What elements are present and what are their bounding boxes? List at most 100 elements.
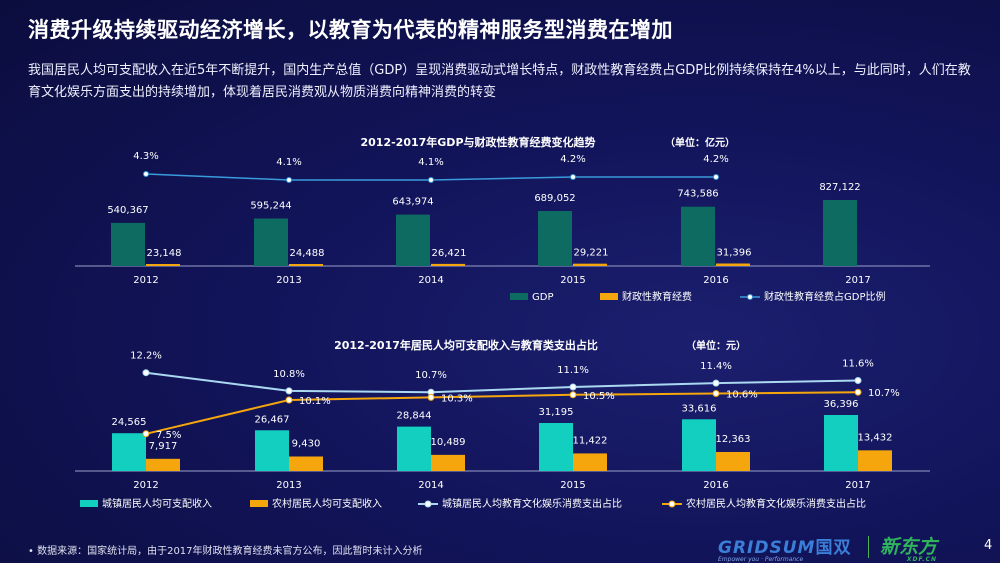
chart1-category-label: 2016: [703, 275, 728, 286]
chart1-category-label: 2014: [418, 275, 443, 286]
ratio-point: [286, 177, 292, 183]
rural-ratio-point: [712, 390, 720, 397]
legend-urban-label: 城镇居民人均可支配收入: [102, 497, 212, 510]
legend-rural-ratio-marker: [668, 500, 676, 508]
gdp-bar-label: 540,367: [107, 205, 148, 216]
gdp-bar: [254, 218, 288, 266]
urban-ratio-point: [285, 387, 293, 395]
ratio-point: [143, 171, 149, 177]
urban-ratio-label: 11.6%: [842, 359, 874, 370]
chart1-category-label: 2012: [133, 275, 158, 286]
gdp-bar: [111, 222, 145, 266]
source-footnote: • 数据来源：国家统计局，由于2017年财政性教育经费未官方公布，因此暂时未计入…: [28, 546, 423, 557]
chart1-category-label: 2017: [845, 275, 870, 286]
gdp-bar-label: 643,974: [392, 197, 433, 208]
urban-income-label: 24,565: [112, 417, 147, 428]
rural-ratio-line: [145, 391, 859, 435]
urban-income-label: 31,195: [539, 407, 574, 418]
legend-rural-label: 农村居民人均可支配收入: [272, 497, 382, 510]
chart1-unit: （单位：亿元）: [665, 136, 735, 149]
urban-income-label: 33,616: [682, 403, 717, 414]
rural-income-bar: [716, 451, 750, 471]
rural-income-bar: [858, 450, 892, 471]
edu-spend-bar-label: 29,221: [574, 248, 609, 259]
ratio-point: [713, 174, 719, 180]
urban-ratio-point: [142, 369, 150, 377]
intro-paragraph: 我国居民人均可支配收入在近5年不断提升，国内生产总值（GDP）呈现消费驱动式增长…: [28, 63, 971, 100]
urban-ratio-label: 12.2%: [130, 351, 162, 362]
urban-income-label: 36,396: [824, 399, 859, 410]
gdp-bar: [396, 214, 430, 266]
urban-ratio-line: [145, 371, 859, 394]
chart2-unit: （单位：元）: [686, 339, 746, 352]
edu-spend-bar: [289, 264, 323, 266]
rural-income-bar: [573, 453, 607, 471]
urban-income-label: 28,844: [397, 411, 432, 422]
rural-income-label: 9,430: [292, 438, 321, 449]
ratio-label: 4.2%: [703, 154, 728, 165]
chart2-category-label: 2017: [845, 480, 870, 491]
edu-spend-bar: [573, 263, 607, 266]
legend-gdp-label: GDP: [532, 292, 553, 303]
ratio-label: 4.1%: [418, 157, 443, 168]
gdp-bar-label: 743,586: [677, 189, 718, 200]
chart2-category-label: 2015: [560, 480, 585, 491]
gridsum-brand: GRIDSUM: [718, 538, 816, 558]
gdp-bar-label: 689,052: [534, 193, 575, 204]
rural-ratio-point: [569, 391, 577, 399]
legend-rural-swatch: [250, 500, 268, 507]
xdf-sub: XDF.CN: [906, 556, 938, 563]
legend-ratio-marker: [747, 294, 753, 300]
rural-ratio-point: [285, 396, 293, 404]
ratio-point: [570, 174, 576, 180]
rural-ratio-label: 10.1%: [299, 396, 331, 407]
rural-ratio-point: [854, 388, 862, 396]
urban-ratio-label: 11.4%: [700, 361, 732, 372]
urban-ratio-label: 10.7%: [415, 370, 447, 381]
urban-ratio-label: 11.1%: [557, 365, 589, 376]
rural-income-bar: [289, 456, 323, 471]
legend-rural-ratio-label: 农村居民人均教育文化娱乐消费支出占比: [686, 497, 866, 510]
rural-ratio-label: 10.3%: [441, 393, 473, 404]
rural-income-label: 13,432: [858, 432, 893, 443]
gdp-bar: [681, 206, 715, 266]
ratio-point: [428, 177, 434, 183]
chart1-category-label: 2013: [276, 275, 301, 286]
gridsum-tagline: Empower you · Performance: [718, 556, 804, 563]
urban-income-label: 26,467: [255, 414, 290, 425]
edu-spend-bar-label: 26,421: [432, 248, 467, 259]
chart1-category-label: 2015: [560, 275, 585, 286]
ratio-label: 4.2%: [560, 154, 585, 165]
edu-spend-bar-label: 31,396: [717, 247, 752, 258]
urban-income-bar: [539, 423, 573, 471]
chart2-category-label: 2014: [418, 480, 443, 491]
rural-income-label: 12,363: [716, 434, 751, 445]
urban-income-bar: [824, 415, 858, 471]
xdf-brand: 新东方: [880, 536, 938, 558]
urban-income-bar: [255, 430, 289, 471]
rural-income-bar: [431, 454, 465, 471]
urban-ratio-label: 10.8%: [273, 369, 305, 380]
page-number: 4: [984, 538, 993, 553]
edu-spend-bar: [431, 263, 465, 266]
gdp-education-chart: 2012-2017年GDP与财政性教育经费变化趋势 （单位：亿元） 540,367 5…: [75, 135, 930, 303]
gdp-bar-label: 595,244: [250, 201, 291, 212]
ratio-label: 4.3%: [133, 151, 158, 162]
legend-urban-ratio-marker: [424, 500, 432, 508]
urban-income-bar: [682, 419, 716, 471]
urban-income-bar: [397, 426, 431, 471]
gridsum-logo: GRIDSUM国双 Empower you · Performance: [718, 533, 851, 563]
legend-ratio-label: 财政性教育经费占GDP比例: [764, 290, 885, 303]
rural-income-label: 11,422: [573, 435, 608, 446]
chart1-title: 2012-2017年GDP与财政性教育经费变化趋势: [360, 135, 595, 149]
urban-ratio-point: [712, 379, 720, 387]
edu-spend-bar: [716, 263, 750, 266]
urban-ratio-point: [854, 377, 862, 384]
chart2-category-label: 2016: [703, 480, 728, 491]
rural-income-label: 10,489: [431, 437, 466, 448]
logo-divider: [868, 536, 869, 558]
chart2-category-label: 2013: [276, 480, 301, 491]
ratio-label: 4.1%: [276, 157, 301, 168]
rural-ratio-label: 10.5%: [583, 391, 615, 402]
urban-ratio-point: [569, 383, 577, 391]
